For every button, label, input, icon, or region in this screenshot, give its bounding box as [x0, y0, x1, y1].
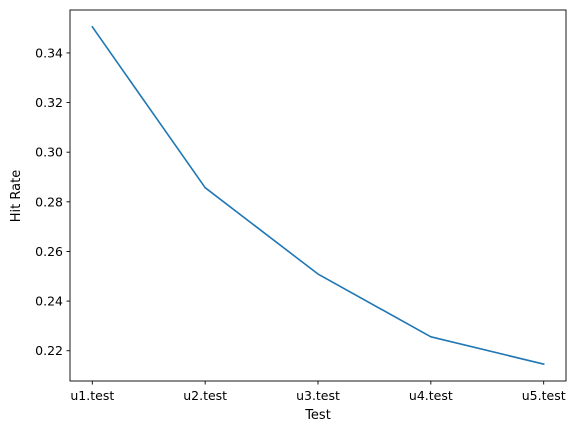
y-tick-label: 0.24	[35, 294, 63, 309]
y-tick-label: 0.32	[35, 95, 63, 110]
y-axis: 0.22 0.24 0.26 0.28 0.30 0.32 0.34	[35, 45, 70, 358]
x-tick-label: u4.test	[409, 388, 453, 403]
plot-area	[70, 10, 566, 381]
x-tick-label: u2.test	[183, 388, 227, 403]
x-tick-label: u5.test	[522, 388, 566, 403]
y-tick-label: 0.22	[35, 343, 63, 358]
y-tick-label: 0.26	[35, 244, 63, 259]
plot-frame	[69, 9, 567, 382]
y-tick-label: 0.28	[35, 194, 63, 209]
x-axis-label: Test	[304, 408, 331, 423]
y-tick-label: 0.34	[35, 45, 63, 60]
x-tick-label: u3.test	[296, 388, 340, 403]
x-axis: u1.test u2.test u3.test u4.test u5.test	[70, 381, 566, 403]
y-tick-label: 0.30	[35, 145, 63, 160]
x-tick-label: u1.test	[70, 388, 114, 403]
series-line	[91, 25, 545, 366]
y-axis-label: Hit Rate	[9, 170, 24, 222]
